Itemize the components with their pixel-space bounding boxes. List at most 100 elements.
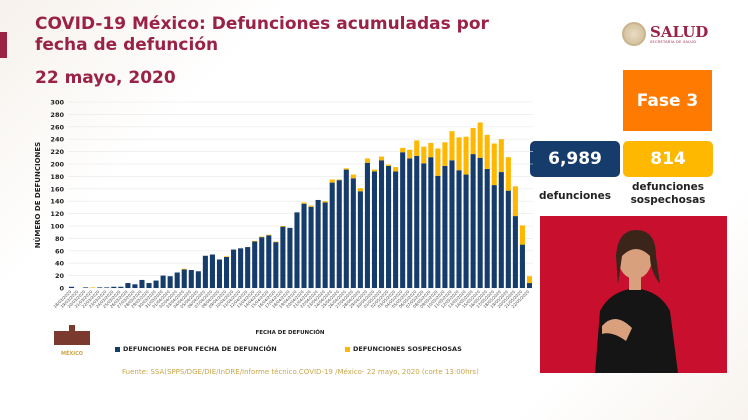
bar-confirmed — [315, 199, 321, 288]
y-tick-label: 140 — [50, 198, 64, 206]
bar-confirmed — [505, 190, 511, 288]
bar-confirmed — [195, 271, 201, 288]
logo-text: SALUD — [650, 22, 709, 41]
y-axis-label: NÚMERO DE DEFUNCIONES — [33, 142, 42, 248]
bar-confirmed — [160, 275, 166, 288]
deaths-bar-chart: 0 20 40 60 80 100 120 140 160 180 200 220 240 260 280 3… — [33, 99, 533, 336]
bar-confirmed — [329, 182, 335, 288]
sign-language-interpreter-video — [540, 216, 727, 373]
bar-confirmed — [519, 244, 525, 288]
deaths-label: defunciones — [538, 190, 612, 202]
seal-icon — [622, 22, 646, 46]
bar-suspected — [322, 201, 328, 203]
y-tick-label: 200 — [50, 161, 64, 169]
bar-suspected — [449, 131, 455, 161]
bar-confirmed — [343, 169, 349, 288]
bar-confirmed — [364, 162, 370, 288]
bar-suspected — [456, 137, 462, 171]
suspected-count: 814 — [623, 141, 713, 177]
bar-suspected — [414, 140, 420, 156]
bar-confirmed — [428, 157, 434, 288]
legend-label: DEFUNCIONES POR FECHA DE DEFUNCIÓN — [123, 345, 277, 353]
bar-confirmed — [378, 160, 385, 288]
bar-suspected — [442, 142, 448, 166]
bar-confirmed — [266, 235, 272, 288]
bar-confirmed — [294, 212, 300, 288]
bar-confirmed — [371, 171, 378, 288]
bar-confirmed — [273, 242, 279, 288]
y-tick-label: 40 — [55, 260, 65, 268]
bar-suspected — [266, 234, 272, 236]
bar-confirmed — [463, 174, 469, 288]
bar-confirmed — [350, 178, 356, 288]
bar-suspected — [357, 188, 363, 192]
bar-confirmed — [393, 171, 399, 288]
bar-confirmed — [400, 152, 406, 288]
bar-suspected — [421, 146, 427, 164]
y-tick-label: 20 — [55, 272, 65, 280]
bar-suspected — [350, 174, 356, 179]
bar-confirmed — [118, 286, 124, 288]
bar-confirmed — [216, 259, 223, 288]
legend-swatch — [115, 346, 120, 352]
bar-confirmed — [174, 272, 180, 288]
bar-confirmed — [125, 283, 131, 288]
bar-suspected — [393, 167, 399, 172]
bar-confirmed — [386, 165, 392, 288]
deaths-count: 6,989 — [530, 141, 620, 177]
bar-confirmed — [512, 216, 518, 288]
page-title: COVID-19 México: Defunciones acumuladas … — [35, 14, 489, 55]
y-tick-label: 160 — [50, 185, 64, 193]
bar-suspected — [378, 156, 385, 161]
logo-subtext: SECRETARÍA DE SALUD — [650, 39, 697, 44]
y-tick-label: 240 — [50, 136, 64, 144]
y-tick-label: 100 — [50, 223, 64, 231]
bar-confirmed — [322, 202, 328, 288]
bar-confirmed — [287, 227, 293, 288]
bar-suspected — [343, 168, 349, 170]
x-axis-label: FECHA DE DEFUNCIÓN — [255, 329, 324, 336]
y-tick-label: 60 — [55, 247, 65, 255]
bar-confirmed — [181, 269, 187, 288]
legend-suspected: DEFUNCIONES SOSPECHOSAS — [345, 345, 462, 353]
legend-swatch — [345, 346, 350, 352]
bar-confirmed — [238, 248, 244, 288]
bar-suspected — [336, 179, 342, 181]
legend-confirmed: DEFUNCIONES POR FECHA DE DEFUNCIÓN — [115, 345, 277, 353]
bar-suspected — [273, 241, 279, 243]
accent-bar — [0, 32, 7, 58]
bar-confirmed — [223, 257, 230, 288]
interpreter-figure — [595, 230, 678, 373]
bar-suspected — [477, 122, 483, 158]
bar-confirmed — [357, 191, 363, 288]
bar-confirmed — [421, 163, 427, 288]
bar-confirmed — [146, 283, 152, 288]
y-tick-label: 120 — [50, 210, 64, 218]
y-tick-label: 220 — [50, 148, 64, 156]
bar-confirmed — [202, 255, 208, 288]
bar-suspected — [491, 143, 497, 186]
y-tick-label: 280 — [50, 111, 64, 119]
bar-confirmed — [484, 168, 490, 288]
bar-suspected — [400, 147, 406, 153]
bar-suspected — [512, 186, 518, 217]
bar-confirmed — [153, 280, 159, 288]
bar-suspected — [435, 148, 441, 176]
bar-confirmed — [336, 180, 342, 288]
bar-suspected — [519, 225, 525, 245]
bar-confirmed — [252, 241, 258, 288]
bar-confirmed — [188, 270, 194, 288]
bar-confirmed — [308, 206, 314, 288]
bar-confirmed — [68, 286, 75, 288]
bar-suspected — [181, 268, 187, 270]
y-tick-label: 80 — [55, 235, 65, 243]
suspected-label: defunciones sospechosas — [630, 181, 706, 206]
bar-suspected — [470, 128, 476, 155]
bar-confirmed — [526, 283, 533, 288]
bar-suspected — [407, 149, 413, 159]
bar-suspected — [223, 256, 230, 257]
y-tick-label: 180 — [50, 173, 64, 181]
svg-text:MÉXICO: MÉXICO — [61, 349, 83, 357]
bar-suspected — [364, 158, 370, 163]
bar-confirmed — [245, 247, 251, 288]
